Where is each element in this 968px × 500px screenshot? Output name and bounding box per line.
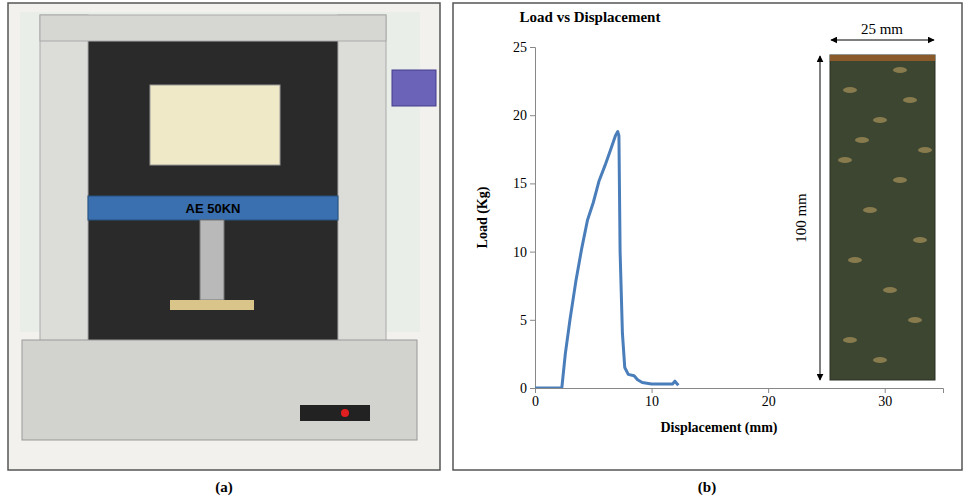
specimen-fleck: [893, 67, 907, 73]
x-tick-mark: [652, 388, 653, 393]
y-tick: 15: [513, 176, 535, 191]
display-box: [392, 70, 436, 106]
y-tick-mark: [530, 47, 535, 48]
y-tick-label: 5: [520, 313, 527, 328]
crosshead: [88, 196, 338, 220]
x-tick: 30: [878, 388, 892, 409]
x-axis: 0 10 20 30: [532, 388, 944, 409]
specimen-fleck: [913, 237, 927, 243]
y-tick-mark: [530, 320, 535, 321]
y-axis: 0 5 10 15 20 25: [513, 40, 536, 396]
x-tick: 10: [645, 388, 659, 409]
y-tick-label: 0: [520, 381, 527, 396]
figure: AE 50KN (a) 0 10 20 30 0 5 10 15 20 25 25 mm 100 mm Lo…: [0, 0, 968, 500]
y-tick-mark: [530, 388, 535, 389]
x-tick-label: 0: [532, 394, 539, 409]
y-tick: 10: [513, 245, 535, 260]
y-tick: 0: [520, 381, 535, 396]
data-line: [535, 132, 678, 388]
x-tick: 0: [532, 388, 539, 409]
x-tick-mark: [768, 388, 769, 393]
specimen: [830, 55, 935, 380]
specimen-fleck: [893, 177, 907, 183]
specimen-fleck: [908, 317, 922, 323]
dimensions: 25 mm 100 mm: [793, 21, 934, 380]
panel-label: (b): [698, 479, 716, 496]
panel-frame: [453, 3, 962, 470]
specimen-fleck: [843, 337, 857, 343]
y-tick-mark: [530, 115, 535, 116]
height-label: 100 mm: [793, 193, 809, 243]
column-left: [40, 15, 88, 345]
specimen-fleck: [883, 287, 897, 293]
specimen-fleck: [903, 97, 917, 103]
panel-a: AE 50KN (a): [8, 3, 440, 496]
button: [341, 409, 349, 417]
y-axis-line: [530, 48, 536, 389]
panel-frame: [8, 3, 440, 470]
top-beam: [40, 15, 386, 41]
specimen-fleck: [918, 147, 932, 153]
y-tick-mark: [530, 183, 535, 184]
y-tick-label: 10: [513, 245, 527, 260]
y-tick: 25: [513, 40, 535, 55]
specimen-fleck: [848, 257, 862, 263]
x-axis-line: [536, 389, 944, 394]
x-tick: 20: [762, 388, 776, 409]
machine-label: AE 50KN: [186, 201, 241, 216]
width-arrow: [831, 40, 934, 41]
control-panel: [300, 405, 370, 421]
x-tick-mark: [885, 388, 886, 393]
specimen-body: [830, 55, 935, 380]
specimen-fleck: [863, 207, 877, 213]
y-tick: 20: [513, 108, 535, 123]
machine-window: [85, 40, 340, 340]
base: [22, 340, 417, 440]
specimen-top: [830, 55, 935, 61]
lower-grip: [170, 300, 254, 310]
column-right: [338, 15, 386, 345]
y-tick-label: 25: [513, 40, 527, 55]
y-tick-label: 20: [513, 108, 527, 123]
specimen-fleck: [838, 157, 852, 163]
y-tick-label: 15: [513, 176, 527, 191]
x-tick-label: 10: [645, 394, 659, 409]
plot-marks: [535, 132, 678, 388]
wall-poster: [150, 85, 280, 165]
x-axis-title: Displacement (mm): [660, 420, 777, 436]
y-tick-mark: [530, 252, 535, 253]
x-tick-label: 30: [878, 394, 892, 409]
y-tick: 5: [520, 313, 535, 328]
specimen-fleck: [855, 137, 869, 143]
width-label: 25 mm: [861, 21, 903, 37]
panel-label: (a): [215, 479, 233, 496]
specimen-fleck: [843, 87, 857, 93]
specimen-fleck: [873, 117, 887, 123]
y-axis-title: Load (Kg): [475, 186, 491, 248]
x-tick-label: 20: [762, 394, 776, 409]
specimen-fleck: [873, 357, 887, 363]
chart-title: Load vs Displacement: [520, 9, 661, 25]
grip: [200, 220, 224, 300]
panel-b: 0 10 20 30 0 5 10 15 20 25 25 mm 100 mm Load vs Disp…: [453, 3, 962, 496]
height-arrow: [820, 56, 821, 380]
